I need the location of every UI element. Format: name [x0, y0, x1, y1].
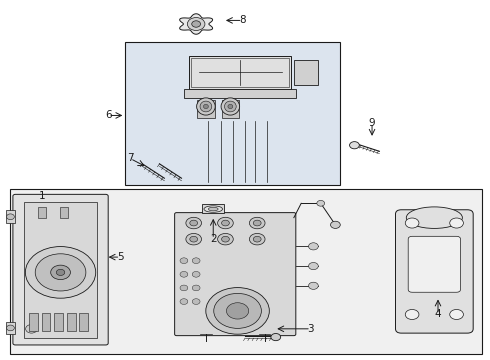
Circle shape — [190, 236, 197, 242]
Circle shape — [253, 220, 261, 226]
Bar — [67, 313, 75, 330]
Circle shape — [218, 217, 233, 229]
Ellipse shape — [406, 207, 463, 228]
Circle shape — [349, 141, 359, 149]
Circle shape — [405, 310, 419, 319]
Ellipse shape — [221, 98, 240, 115]
Circle shape — [187, 18, 205, 31]
Bar — [38, 207, 46, 218]
Bar — [10, 189, 482, 354]
Bar — [294, 60, 318, 85]
Polygon shape — [180, 14, 213, 34]
Polygon shape — [189, 56, 292, 89]
Circle shape — [309, 243, 318, 250]
Bar — [5, 211, 15, 223]
Ellipse shape — [224, 101, 236, 112]
Circle shape — [56, 269, 65, 275]
Bar — [54, 313, 63, 330]
Circle shape — [192, 299, 200, 305]
FancyBboxPatch shape — [13, 194, 108, 345]
Bar — [24, 202, 97, 338]
Circle shape — [180, 299, 188, 305]
Text: 6: 6 — [105, 111, 112, 121]
Circle shape — [35, 254, 86, 291]
Circle shape — [271, 333, 281, 341]
Circle shape — [192, 271, 200, 277]
Circle shape — [192, 258, 200, 264]
Circle shape — [186, 233, 201, 245]
Text: 2: 2 — [210, 234, 217, 244]
Ellipse shape — [204, 206, 222, 212]
Circle shape — [214, 293, 261, 328]
Circle shape — [309, 262, 318, 270]
Circle shape — [180, 271, 188, 277]
Circle shape — [331, 221, 340, 228]
Circle shape — [253, 236, 261, 242]
Circle shape — [206, 288, 270, 334]
Circle shape — [317, 201, 325, 206]
Circle shape — [180, 285, 188, 291]
Circle shape — [218, 233, 233, 245]
Bar — [125, 42, 340, 185]
Circle shape — [221, 236, 229, 242]
Circle shape — [6, 325, 14, 331]
Circle shape — [249, 233, 265, 245]
Circle shape — [25, 324, 37, 333]
Circle shape — [192, 21, 200, 27]
Bar — [202, 204, 224, 213]
Bar — [60, 207, 68, 218]
Ellipse shape — [200, 101, 212, 112]
Bar — [191, 58, 289, 87]
Bar — [221, 100, 239, 118]
Circle shape — [405, 218, 419, 228]
Circle shape — [50, 265, 71, 280]
Circle shape — [226, 303, 249, 319]
Circle shape — [6, 214, 14, 220]
Text: 9: 9 — [369, 118, 375, 128]
Bar — [29, 313, 38, 330]
Text: 4: 4 — [435, 310, 441, 319]
Circle shape — [450, 218, 464, 228]
Ellipse shape — [203, 104, 208, 109]
Text: 5: 5 — [117, 252, 123, 262]
Ellipse shape — [196, 98, 215, 115]
Bar — [197, 100, 215, 118]
Circle shape — [221, 220, 229, 226]
Text: 3: 3 — [308, 324, 314, 334]
Ellipse shape — [208, 207, 218, 211]
Ellipse shape — [228, 104, 233, 109]
Text: 1: 1 — [39, 191, 46, 201]
Bar — [5, 321, 15, 334]
Bar — [184, 89, 296, 98]
Text: 7: 7 — [127, 153, 133, 163]
Bar — [42, 313, 50, 330]
FancyBboxPatch shape — [395, 210, 473, 333]
Circle shape — [180, 258, 188, 264]
Circle shape — [25, 247, 96, 298]
Circle shape — [186, 217, 201, 229]
Circle shape — [190, 220, 197, 226]
Circle shape — [450, 310, 464, 319]
FancyBboxPatch shape — [174, 213, 296, 336]
Circle shape — [249, 217, 265, 229]
Bar — [189, 56, 292, 89]
Bar — [79, 313, 88, 330]
Circle shape — [192, 285, 200, 291]
Text: 8: 8 — [239, 15, 246, 26]
Circle shape — [309, 282, 318, 289]
FancyBboxPatch shape — [408, 236, 461, 292]
